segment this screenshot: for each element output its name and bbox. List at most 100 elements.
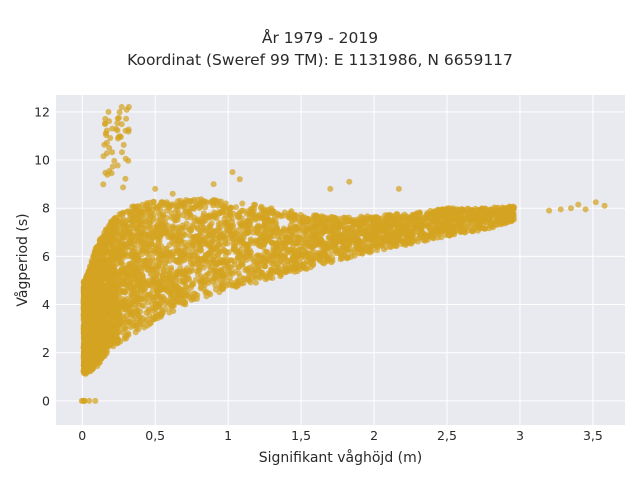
data-point <box>149 214 156 221</box>
data-point <box>88 326 95 333</box>
data-point <box>143 309 150 316</box>
data-point <box>190 259 197 266</box>
data-point <box>159 263 166 270</box>
data-point <box>103 330 110 337</box>
data-point <box>153 274 160 281</box>
data-point <box>468 227 475 234</box>
data-point <box>377 225 384 232</box>
data-point <box>453 211 460 218</box>
data-point <box>106 168 113 174</box>
data-point <box>199 277 206 284</box>
data-point <box>401 217 408 224</box>
data-point <box>282 231 289 238</box>
data-point <box>124 244 131 251</box>
data-point <box>137 270 143 277</box>
data-point <box>468 207 475 214</box>
data-point <box>198 247 205 254</box>
data-point <box>132 245 139 252</box>
y-tick-label: 12 <box>34 104 50 119</box>
data-point <box>100 323 106 330</box>
data-point <box>273 244 280 251</box>
data-point <box>113 299 120 306</box>
data-point <box>341 224 347 231</box>
data-point <box>170 302 177 309</box>
data-point <box>300 229 307 236</box>
data-point <box>136 301 142 308</box>
data-point <box>131 282 138 289</box>
data-point <box>114 314 121 321</box>
data-point <box>268 239 275 246</box>
data-point <box>282 239 289 246</box>
data-point <box>81 310 88 317</box>
data-point <box>123 284 130 291</box>
data-point <box>307 264 314 271</box>
x-tick-label: 0,5 <box>145 428 165 443</box>
data-point <box>222 200 229 207</box>
data-point <box>139 247 145 254</box>
data-point <box>211 243 218 250</box>
data-point <box>175 229 182 236</box>
data-point <box>100 181 107 188</box>
data-point <box>390 227 397 234</box>
data-point <box>119 210 126 217</box>
data-point <box>147 291 154 298</box>
data-point <box>275 254 282 261</box>
data-point <box>123 335 130 342</box>
data-point <box>103 139 110 146</box>
data-point <box>103 247 110 253</box>
data-point <box>95 273 102 280</box>
data-point <box>172 287 179 294</box>
data-point <box>365 227 371 234</box>
data-point <box>499 209 506 216</box>
data-point <box>247 279 254 286</box>
data-point <box>229 282 236 289</box>
data-point <box>252 215 259 221</box>
x-axis-label: Signifikant våghöjd (m) <box>259 449 422 466</box>
data-point <box>178 248 185 255</box>
data-point <box>109 125 116 132</box>
data-point <box>163 229 169 236</box>
data-point <box>196 242 203 249</box>
data-point <box>147 271 154 278</box>
data-point <box>173 274 180 281</box>
data-point <box>197 218 204 225</box>
data-point <box>216 236 223 243</box>
data-point <box>215 210 222 217</box>
data-point <box>113 339 120 346</box>
data-point <box>211 228 218 235</box>
data-point <box>311 242 318 249</box>
data-point <box>227 269 234 276</box>
data-point <box>354 246 361 253</box>
x-axis-ticks: 0 0,5 1 1,5 2 2,5 3 3,5 <box>78 428 603 443</box>
data-point <box>385 239 392 246</box>
data-point <box>273 268 279 275</box>
data-point <box>401 240 408 247</box>
data-point <box>163 214 170 221</box>
data-point <box>122 249 129 256</box>
data-point <box>164 222 171 229</box>
data-point <box>546 207 553 214</box>
data-point <box>91 284 98 291</box>
data-point <box>180 300 187 307</box>
data-point <box>358 213 364 220</box>
data-point <box>157 212 164 219</box>
data-point <box>205 233 212 240</box>
data-point <box>91 343 98 350</box>
data-point <box>255 268 262 275</box>
data-point <box>181 271 188 278</box>
data-point <box>160 269 167 275</box>
data-point <box>233 204 239 211</box>
data-point <box>124 265 130 272</box>
data-point <box>415 219 422 226</box>
data-point <box>87 311 94 318</box>
data-point <box>288 237 295 244</box>
data-point <box>418 227 425 234</box>
data-point <box>247 236 254 243</box>
data-point <box>420 237 427 244</box>
data-point <box>239 200 246 207</box>
data-point <box>122 325 129 331</box>
data-point <box>215 221 222 228</box>
data-point <box>498 221 505 228</box>
data-point <box>317 257 323 264</box>
